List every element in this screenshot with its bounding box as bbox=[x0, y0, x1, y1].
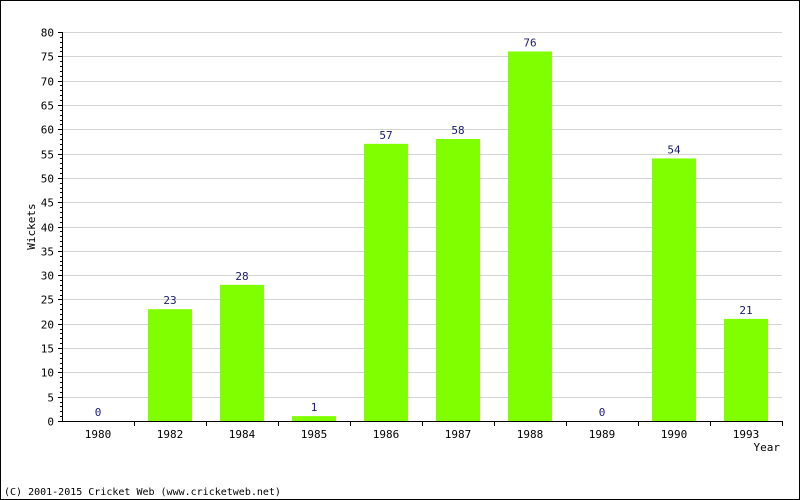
y-tick-label: 60 bbox=[41, 124, 54, 137]
y-tick-label: 55 bbox=[41, 149, 54, 162]
bar-value-label: 21 bbox=[739, 304, 752, 317]
bar bbox=[292, 416, 336, 421]
bar bbox=[148, 309, 192, 421]
bar-value-label: 76 bbox=[523, 36, 536, 49]
bar-value-label: 0 bbox=[95, 406, 102, 419]
x-tick-label: 1993 bbox=[733, 428, 760, 441]
y-ticks: 0 5 10 15 20 25 30 35 40 45 50 55 60 65 70 75 80 bbox=[41, 27, 62, 429]
copyright-text: (C) 2001-2015 Cricket Web (www.cricketwe… bbox=[4, 487, 281, 498]
value-labels: 0 23 28 1 57 58 76 0 54 21 bbox=[95, 36, 753, 419]
bar-value-label: 28 bbox=[235, 270, 248, 283]
x-tick-label: 1984 bbox=[229, 428, 256, 441]
y-tick-label: 70 bbox=[41, 76, 54, 89]
bar-value-label: 57 bbox=[379, 129, 392, 142]
bars bbox=[148, 51, 768, 422]
x-tick-label: 1980 bbox=[85, 428, 112, 441]
x-ticks: 1980 1982 1984 1985 1986 1987 1988 1989 1990 1993 bbox=[85, 421, 783, 441]
y-axis-title: Wickets bbox=[25, 203, 38, 249]
bar-value-label: 54 bbox=[667, 143, 681, 156]
y-tick-label: 45 bbox=[41, 197, 54, 210]
x-tick-label: 1986 bbox=[373, 428, 400, 441]
y-tick-label: 20 bbox=[41, 319, 54, 332]
x-axis-title: Year bbox=[754, 441, 781, 454]
bar bbox=[652, 158, 696, 422]
x-tick-label: 1982 bbox=[157, 428, 184, 441]
x-tick-label: 1985 bbox=[301, 428, 328, 441]
x-tick-label: 1987 bbox=[445, 428, 472, 441]
y-tick-label: 65 bbox=[41, 100, 54, 113]
bar bbox=[364, 143, 408, 421]
x-tick-label: 1990 bbox=[661, 428, 688, 441]
x-tick-label: 1989 bbox=[589, 428, 616, 441]
bar bbox=[508, 51, 552, 421]
y-tick-label: 10 bbox=[41, 367, 54, 380]
y-tick-label: 0 bbox=[47, 416, 54, 429]
y-tick-label: 50 bbox=[41, 173, 54, 186]
y-tick-label: 5 bbox=[47, 392, 54, 405]
grid-lines bbox=[62, 32, 782, 398]
x-tick-label: 1988 bbox=[517, 428, 544, 441]
bar-value-label: 23 bbox=[163, 294, 176, 307]
bar-value-label: 58 bbox=[451, 124, 464, 137]
y-tick-label: 25 bbox=[41, 294, 54, 307]
bar bbox=[724, 318, 768, 421]
y-tick-label: 15 bbox=[41, 343, 54, 356]
bar bbox=[220, 284, 264, 421]
bar-value-label: 1 bbox=[311, 401, 318, 414]
y-tick-label: 35 bbox=[41, 246, 54, 259]
y-tick-label: 80 bbox=[41, 27, 54, 40]
y-tick-label: 40 bbox=[41, 222, 54, 235]
y-tick-label: 75 bbox=[41, 51, 54, 64]
bar bbox=[436, 138, 480, 421]
bar-value-label: 0 bbox=[599, 406, 606, 419]
y-tick-label: 30 bbox=[41, 270, 54, 283]
